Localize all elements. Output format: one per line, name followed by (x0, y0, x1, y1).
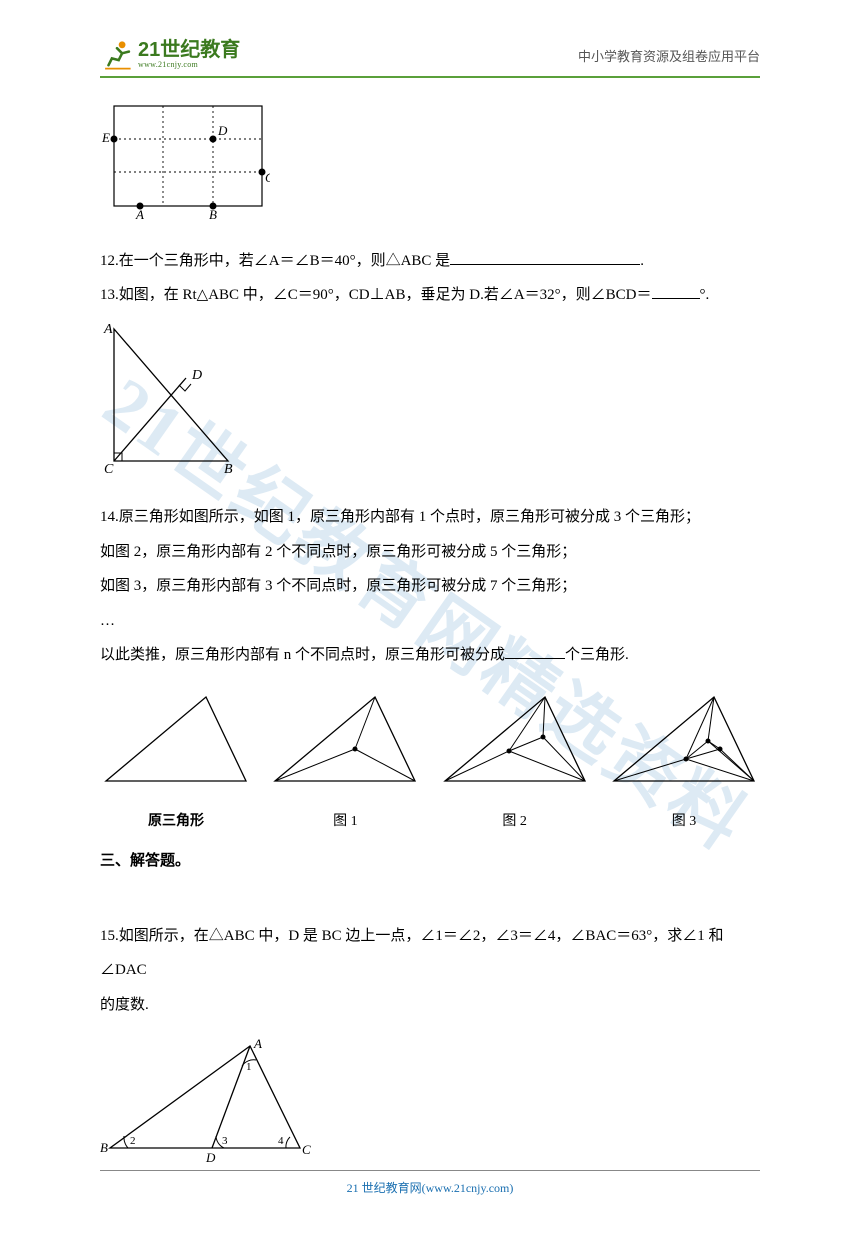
logo-sub-text: www.21cnjy.com (138, 61, 240, 69)
svg-text:A: A (135, 207, 144, 220)
page-container: 21世纪教育 www.21cnjy.com 中小学教育资源及组卷应用平台 E D (0, 0, 860, 1234)
q13-stem: 13.如图，在 Rt△ABC 中，∠C＝90°，CD⊥AB，垂足为 D.若∠A＝… (100, 287, 652, 303)
q15-svg: 1 2 3 4 A B D C (100, 1036, 316, 1170)
svg-text:A: A (253, 1036, 262, 1051)
logo: 21世纪教育 www.21cnjy.com (100, 38, 240, 72)
tri0-svg (100, 687, 252, 787)
rt-triangle-svg: A C B D (100, 321, 240, 477)
svg-text:2: 2 (130, 1135, 136, 1147)
figure-q15: 1 2 3 4 A B D C (100, 1036, 760, 1184)
svg-text:B: B (100, 1140, 108, 1155)
page-header: 21世纪教育 www.21cnjy.com 中小学教育资源及组卷应用平台 (100, 38, 760, 78)
figure-rt-triangle: A C B D (100, 321, 760, 491)
figure-row-triangles: 原三角形 图 1 (100, 687, 760, 839)
q14-l5a: 以此类推，原三角形内部有 n 个不同点时，原三角形可被分成 (100, 647, 505, 663)
svg-text:E: E (101, 130, 110, 145)
header-right-text: 中小学教育资源及组卷应用平台 (578, 46, 760, 65)
svg-text:B: B (224, 462, 233, 477)
fig-caption-2: 图 2 (439, 806, 591, 838)
svg-text:B: B (209, 207, 217, 220)
svg-text:1: 1 (246, 1061, 252, 1073)
grid-svg: E D C A B (100, 102, 270, 220)
tri2-svg (439, 687, 591, 787)
fig-item-2: 图 2 (439, 687, 591, 839)
q14-l5b: 个三角形. (565, 647, 629, 663)
q13-suffix: °. (700, 287, 710, 303)
spacer (100, 879, 760, 919)
content-body: E D C A B 12.在一个三角形中，若∠A＝∠B＝40°，则△ABC 是.… (100, 102, 760, 1184)
q13-blank (652, 283, 700, 300)
svg-text:4: 4 (278, 1135, 284, 1147)
runner-icon (100, 38, 134, 72)
q12-stem: 12.在一个三角形中，若∠A＝∠B＝40°，则△ABC 是 (100, 253, 450, 269)
figure-grid: E D C A B (100, 102, 760, 234)
section-3-title: 三、解答题。 (100, 844, 760, 879)
q12-blank (450, 248, 640, 265)
page-footer: 21 世纪教育网(www.21cnjy.com) (100, 1170, 760, 1196)
q12-text: 12.在一个三角形中，若∠A＝∠B＝40°，则△ABC 是. (100, 244, 760, 279)
q14-l3: 如图 3，原三角形内部有 3 个不同点时，原三角形可被分成 7 个三角形； (100, 569, 760, 604)
svg-text:C: C (265, 170, 270, 185)
svg-text:C: C (302, 1142, 311, 1157)
logo-main-text: 21世纪教育 (138, 40, 240, 61)
q12-suffix: . (640, 253, 644, 269)
fig-item-1: 图 1 (269, 687, 421, 839)
q14-blank (505, 643, 565, 660)
svg-text:A: A (103, 322, 113, 337)
q15-l1: 15.如图所示，在△ABC 中，D 是 BC 边上一点，∠1＝∠2，∠3＝∠4，… (100, 919, 760, 988)
q14-l1: 14.原三角形如图所示，如图 1，原三角形内部有 1 个点时，原三角形可被分成 … (100, 500, 760, 535)
q15-l2: 的度数. (100, 988, 760, 1023)
q14-l4: … (100, 604, 760, 639)
fig-item-3: 图 3 (608, 687, 760, 839)
tri3-svg (608, 687, 760, 787)
svg-text:D: D (191, 368, 202, 383)
fig-caption-1: 图 1 (269, 806, 421, 838)
q13-text: 13.如图，在 Rt△ABC 中，∠C＝90°，CD⊥AB，垂足为 D.若∠A＝… (100, 278, 760, 313)
fig-caption-0: 原三角形 (100, 806, 252, 838)
svg-text:3: 3 (222, 1135, 228, 1147)
fig-item-0: 原三角形 (100, 687, 252, 839)
logo-text: 21世纪教育 www.21cnjy.com (138, 40, 240, 69)
svg-text:D: D (217, 123, 228, 138)
q14-l5: 以此类推，原三角形内部有 n 个不同点时，原三角形可被分成 个三角形. (100, 638, 760, 673)
svg-text:D: D (205, 1150, 216, 1165)
svg-text:C: C (104, 462, 114, 477)
q14-l2: 如图 2，原三角形内部有 2 个不同点时，原三角形可被分成 5 个三角形； (100, 535, 760, 570)
fig-caption-3: 图 3 (608, 806, 760, 838)
tri1-svg (269, 687, 421, 787)
